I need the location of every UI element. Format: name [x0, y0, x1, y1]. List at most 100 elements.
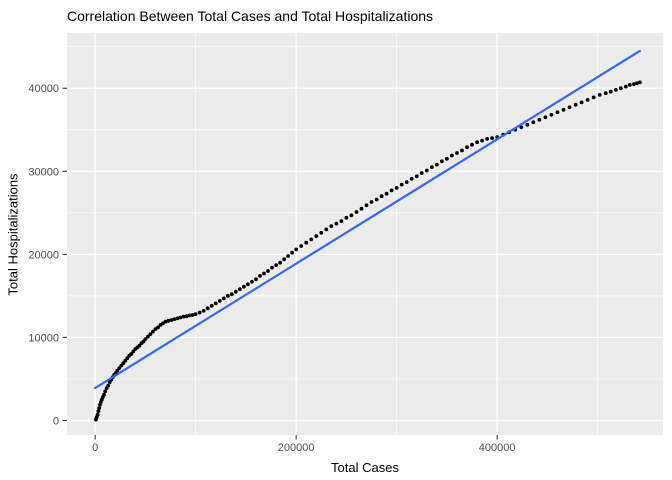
data-point [608, 89, 613, 94]
data-point [172, 317, 177, 321]
data-point [96, 409, 101, 414]
regression-line [94, 49, 641, 390]
data-point [143, 337, 148, 341]
minor-gridlines [67, 33, 663, 435]
data-point [567, 105, 572, 110]
svg-text:0: 0 [53, 415, 59, 427]
data-point [359, 206, 364, 211]
data-point [294, 247, 299, 252]
x-axis-title: Total Cases [331, 460, 399, 475]
data-point [339, 219, 344, 224]
data-point [309, 237, 314, 242]
data-point [349, 213, 354, 218]
data-point [314, 234, 319, 239]
svg-text:0: 0 [92, 442, 98, 454]
y-axis-title-wrap: Total Hospitalizations [0, 33, 26, 435]
data-point [319, 230, 324, 235]
data-point [201, 308, 206, 313]
data-point [603, 91, 608, 96]
data-point [549, 112, 554, 117]
data-point [429, 165, 434, 170]
data-point [591, 95, 596, 100]
data-point [455, 151, 459, 155]
data-point [354, 210, 359, 214]
data-point [414, 174, 419, 179]
data-point [102, 392, 106, 397]
data-point [597, 93, 602, 97]
data-point [254, 277, 258, 282]
data-point [440, 159, 444, 164]
major-gridlines [67, 33, 663, 435]
data-point [197, 310, 202, 315]
data-point [424, 168, 429, 173]
svg-text:10000: 10000 [28, 332, 59, 344]
data-point [190, 313, 195, 317]
data-point [304, 240, 309, 245]
data-point [246, 282, 250, 287]
data-point [399, 182, 404, 187]
data-point [627, 83, 632, 87]
scatter-points [94, 80, 642, 422]
data-point [106, 383, 111, 388]
data-point [266, 269, 270, 273]
data-point [475, 140, 479, 145]
data-point [389, 188, 394, 193]
data-point [435, 162, 439, 167]
data-point [181, 314, 186, 319]
axis-tick-marks [62, 87, 498, 440]
data-point [290, 250, 294, 255]
data-point [324, 227, 329, 232]
data-point [490, 136, 494, 141]
data-point [205, 306, 210, 311]
data-point [480, 138, 484, 143]
data-point [229, 292, 234, 297]
data-point [278, 260, 282, 265]
y-axis-tick-labels: 0 10000 20000 30000 40000 [28, 83, 59, 427]
data-point [146, 334, 150, 339]
data-point [175, 316, 180, 321]
svg-text:200000: 200000 [278, 442, 315, 454]
data-point [217, 299, 222, 303]
data-point [151, 329, 155, 334]
data-point [394, 186, 399, 190]
data-point [543, 115, 548, 120]
data-point [404, 180, 409, 185]
data-point [638, 80, 642, 85]
data-point [329, 224, 334, 229]
svg-text:20000: 20000 [28, 249, 59, 261]
data-point [286, 254, 290, 258]
svg-text:400000: 400000 [479, 442, 516, 454]
chart-title: Correlation Between Total Cases and Tota… [67, 8, 434, 24]
data-point [344, 215, 349, 220]
data-point [460, 148, 464, 153]
data-point [156, 325, 160, 330]
data-point [274, 263, 278, 267]
data-point [623, 84, 628, 89]
data-point [270, 265, 274, 270]
data-point [419, 171, 424, 175]
x-axis-tick-labels: 0 200000 400000 [92, 442, 515, 454]
data-point [242, 284, 246, 289]
data-point [445, 156, 449, 161]
data-point [635, 81, 639, 86]
data-point [613, 88, 618, 92]
data-point [187, 313, 192, 318]
svg-text:30000: 30000 [28, 166, 59, 178]
data-point [169, 318, 174, 322]
data-point [450, 153, 454, 158]
svg-text:40000: 40000 [28, 83, 59, 95]
data-point [221, 296, 226, 301]
data-point [384, 191, 389, 196]
data-point [262, 271, 266, 276]
data-point [374, 197, 379, 202]
data-point [238, 287, 242, 292]
data-point [409, 176, 414, 181]
data-point [184, 314, 189, 319]
data-point [519, 125, 524, 130]
data-point [233, 289, 238, 294]
data-point [178, 315, 183, 320]
data-point [95, 412, 100, 417]
data-point [561, 107, 566, 112]
